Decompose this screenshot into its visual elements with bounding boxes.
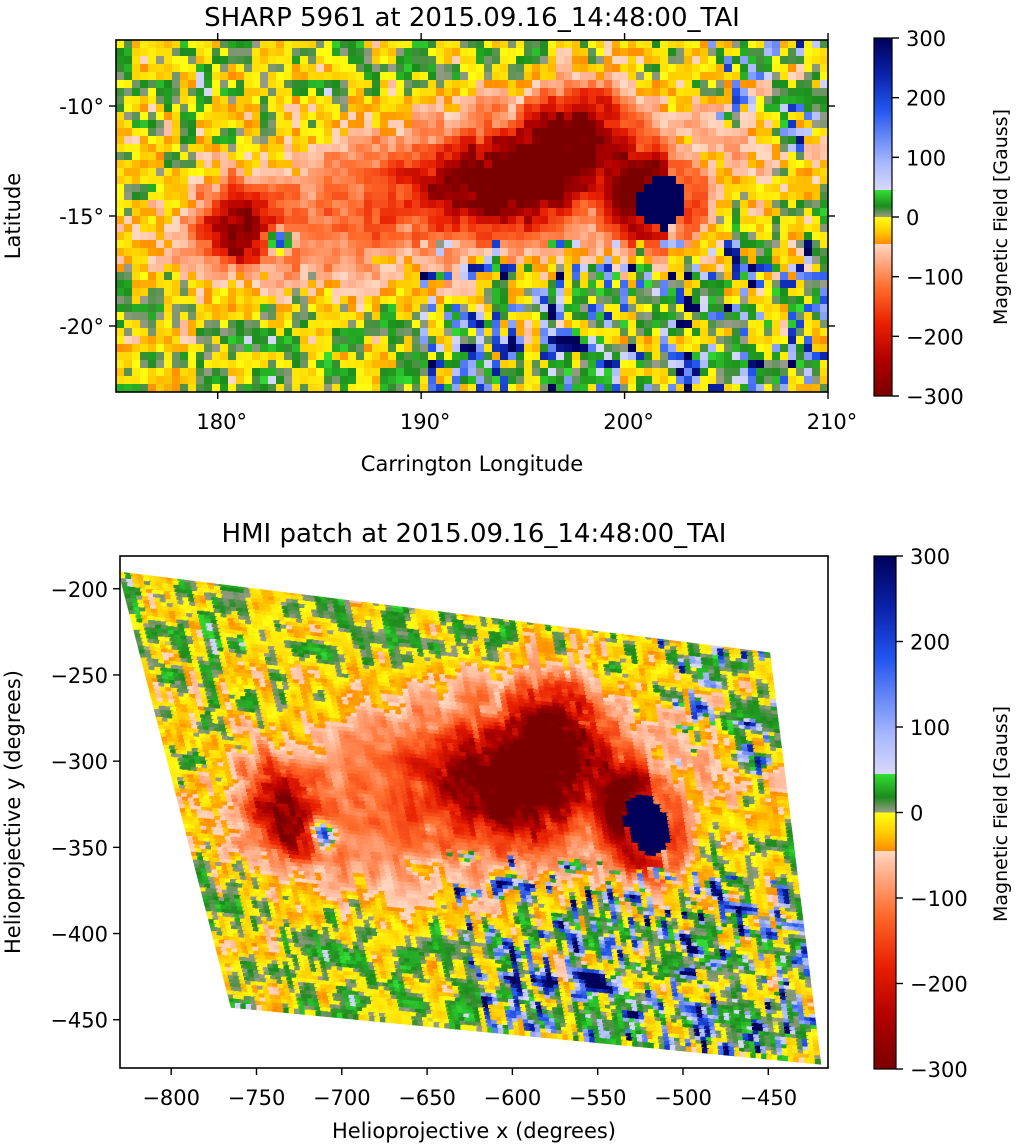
chart2-x-tick-label-3: −650 — [398, 1086, 456, 1110]
chart1-x-tick-label-2: 200° — [603, 410, 654, 434]
chart2-map — [118, 571, 822, 1065]
chart2-colorbar-tick-label-1: 200 — [910, 631, 950, 655]
chart2-x-tick-label-2: −700 — [313, 1086, 371, 1110]
chart2-y-tick-label-4: −400 — [50, 923, 108, 947]
chart2-x-tick-label-0: −800 — [142, 1086, 200, 1110]
chart2-y-tick-label-5: −450 — [50, 1009, 108, 1033]
chart2-x-tick-label-6: −500 — [654, 1086, 712, 1110]
chart-sharp: SHARP 5961 at 2015.09.16_14:48:00_TAI 18… — [1, 3, 1012, 476]
chart2-colorbar-tick-label-6: −300 — [910, 1058, 968, 1082]
chart1-axes: 180° 190° 200° 210° -10° -15° -20° — [59, 33, 857, 434]
chart2-colorbar-tick-label-4: −100 — [910, 887, 968, 911]
chart1-x-axis-label: Carrington Longitude — [361, 452, 583, 476]
chart2-colorbar-label: Magnetic Field [Gauss] — [990, 706, 1012, 922]
chart2-x-tick-label-5: −550 — [569, 1086, 627, 1110]
chart1-colorbar-tick-label-2: 100 — [906, 146, 946, 170]
chart2-x-tick-label-4: −600 — [484, 1086, 542, 1110]
chart1-colorbar-tick-label-5: −200 — [906, 325, 964, 349]
chart2-y-tick-label-1: −250 — [50, 664, 108, 688]
chart2-y-tick-label-2: −300 — [50, 750, 108, 774]
chart1-colorbar-ticks: 300 200 100 0 −100 −200 −300 — [892, 27, 964, 409]
chart2-axes: −800 −750 −700 −650 −600 −550 −500 −450 −200 −250… — [50, 578, 797, 1110]
chart2-colorbar-tick-label-2: 100 — [910, 716, 950, 740]
chart2-y-axis-label: Helioprojective y (degrees) — [1, 670, 25, 954]
chart2-colorbar: 300 200 100 0 −100 −200 −300 Magnetic Field [G… — [873, 545, 1012, 1082]
chart1-colorbar-tick-label-6: −300 — [906, 385, 964, 409]
chart2-x-tick-label-1: −750 — [228, 1086, 286, 1110]
chart2-colorbar-ramp — [873, 555, 897, 1070]
chart-hmi: HMI patch at 2015.09.16_14:48:00_TAI −80… — [1, 519, 1012, 1143]
chart1-colorbar-tick-label-4: −100 — [906, 266, 964, 290]
chart1-colorbar-tick-label-1: 200 — [906, 87, 946, 111]
chart2-y-tick-label-3: −350 — [50, 836, 108, 860]
chart1-y-axis-label: Latitude — [1, 173, 25, 259]
chart1-map — [116, 40, 828, 392]
chart2-colorbar-tick-label-5: −200 — [910, 973, 968, 997]
chart1-x-tick-label-3: 210° — [807, 410, 858, 434]
chart1-y-tick-label-0: -10° — [59, 95, 104, 119]
chart1-title: SHARP 5961 at 2015.09.16_14:48:00_TAI — [204, 3, 740, 33]
chart1-colorbar-tick-label-0: 300 — [906, 27, 946, 51]
chart2-magnetogram — [118, 571, 822, 1065]
chart1-x-tick-label-0: 180° — [196, 410, 247, 434]
chart2-colorbar-ticks: 300 200 100 0 −100 −200 −300 — [896, 545, 968, 1082]
chart1-colorbar-label: Magnetic Field [Gauss] — [990, 109, 1012, 325]
chart2-x-axis-label: Helioprojective x (degrees) — [332, 1119, 616, 1143]
chart1-magnetogram — [116, 40, 828, 392]
chart1-colorbar-tick-label-3: 0 — [906, 206, 919, 230]
chart1-colorbar: 300 200 100 0 −100 −200 −300 Magnetic Field [G… — [873, 27, 1012, 409]
chart1-y-tick-label-2: -20° — [59, 315, 104, 339]
chart1-y-tick-label-1: -15° — [59, 205, 104, 229]
chart2-y-tick-label-0: −200 — [50, 578, 108, 602]
chart2-plot-frame — [119, 555, 829, 1069]
chart1-x-tick-label-1: 190° — [400, 410, 451, 434]
chart2-colorbar-tick-label-0: 300 — [910, 545, 950, 569]
chart2-title: HMI patch at 2015.09.16_14:48:00_TAI — [222, 519, 727, 549]
chart1-colorbar-ramp — [873, 37, 893, 397]
chart2-x-tick-label-7: −450 — [739, 1086, 797, 1110]
chart2-colorbar-tick-label-3: 0 — [910, 802, 923, 826]
